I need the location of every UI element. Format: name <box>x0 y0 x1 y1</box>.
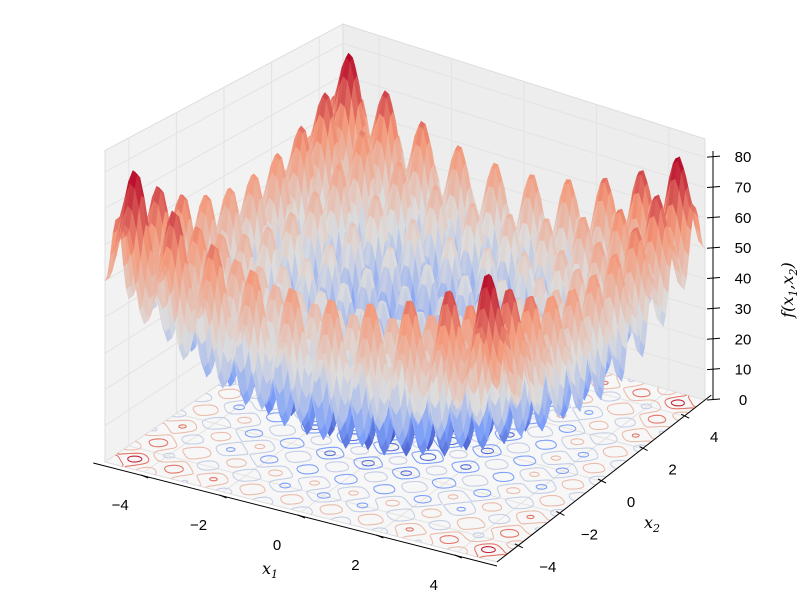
z-gridline <box>104 42 706 173</box>
surface <box>104 52 706 457</box>
